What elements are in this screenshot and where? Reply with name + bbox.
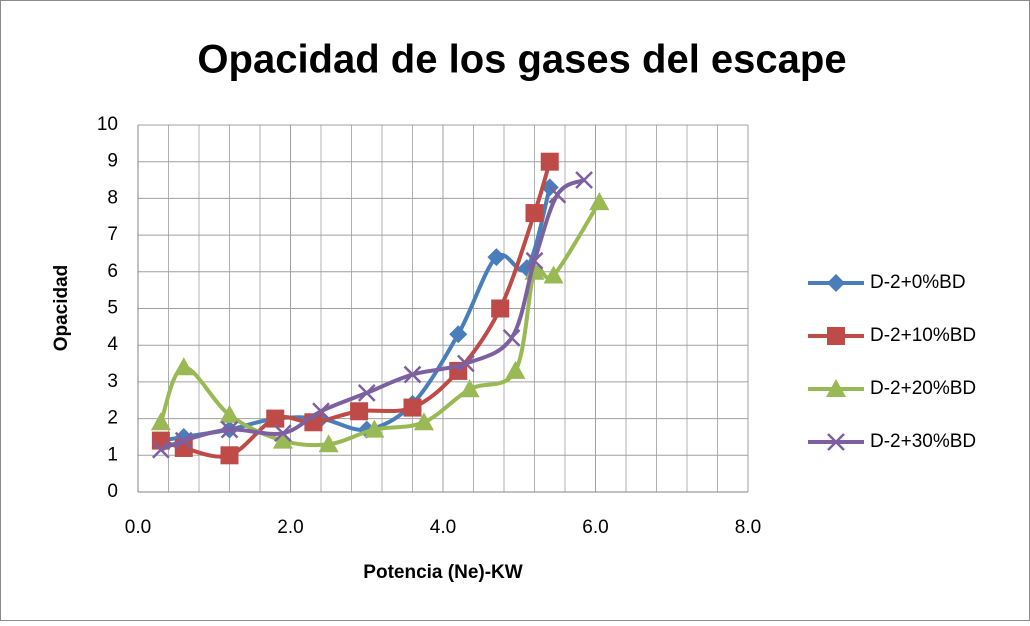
marker-x	[403, 365, 422, 384]
marker-x	[525, 251, 544, 270]
marker-square	[220, 446, 239, 465]
marker-square	[540, 152, 559, 171]
marker-x	[502, 328, 521, 347]
marker-triangle	[505, 360, 526, 379]
y-tick-label: 4	[107, 334, 118, 355]
legend-marker	[827, 433, 845, 451]
y-tick-label: 2	[107, 408, 118, 429]
marker-x	[575, 171, 593, 189]
marker-triangle	[150, 412, 171, 431]
x-tick-label: 2.0	[277, 517, 303, 538]
marker-square	[491, 299, 510, 318]
y-tick-label: 0	[107, 481, 118, 502]
y-tick-label: 1	[107, 444, 118, 465]
y-tick-label: 5	[107, 298, 118, 319]
x-tick-label: 6.0	[582, 517, 608, 538]
marker-triangle	[364, 419, 385, 438]
y-tick-label: 10	[97, 114, 118, 135]
marker-triangle	[543, 265, 564, 284]
marker-x	[151, 440, 170, 459]
legend-label: D-2+20%BD	[870, 378, 976, 399]
series-line	[158, 201, 602, 448]
chart-title: Opacidad de los gases del escape	[197, 38, 846, 82]
marker-triangle	[413, 412, 434, 431]
y-tick-label: 7	[107, 224, 118, 245]
marker-triangle	[318, 434, 339, 453]
legend-marker	[826, 379, 846, 397]
marker-triangle	[272, 430, 293, 449]
x-axis-label: Potencia (Ne)-KW	[363, 562, 522, 583]
x-tick-label: 0.0	[125, 517, 151, 538]
marker-x	[174, 431, 193, 450]
marker-square	[525, 204, 544, 223]
marker-diamond	[487, 248, 506, 267]
marker-triangle	[589, 192, 610, 211]
legend-label: D-2+30%BD	[870, 431, 976, 452]
marker-square	[403, 398, 422, 417]
y-tick-label: 6	[107, 261, 118, 282]
marker-square	[266, 409, 285, 428]
marker-triangle	[459, 379, 480, 398]
marker-diamond	[449, 325, 468, 344]
legend-label: D-2+10%BD	[870, 325, 976, 346]
y-axis-label: Opacidad	[51, 265, 72, 352]
marker-x	[273, 424, 292, 443]
marker-x	[548, 185, 567, 204]
x-tick-label: 4.0	[430, 517, 456, 538]
legend-marker	[827, 274, 845, 292]
y-tick-label: 3	[107, 371, 118, 392]
marker-triangle	[173, 357, 194, 376]
marker-x	[456, 354, 475, 373]
marker-square	[350, 402, 369, 421]
y-tick-label: 9	[107, 151, 118, 172]
y-tick-label: 8	[107, 187, 118, 208]
x-tick-label: 8.0	[735, 517, 761, 538]
legend-label: D-2+0%BD	[870, 272, 966, 293]
marker-triangle	[219, 404, 240, 423]
marker-x	[357, 384, 376, 402]
marker-x	[220, 420, 239, 439]
marker-x	[312, 402, 330, 421]
legend-marker	[827, 327, 845, 345]
